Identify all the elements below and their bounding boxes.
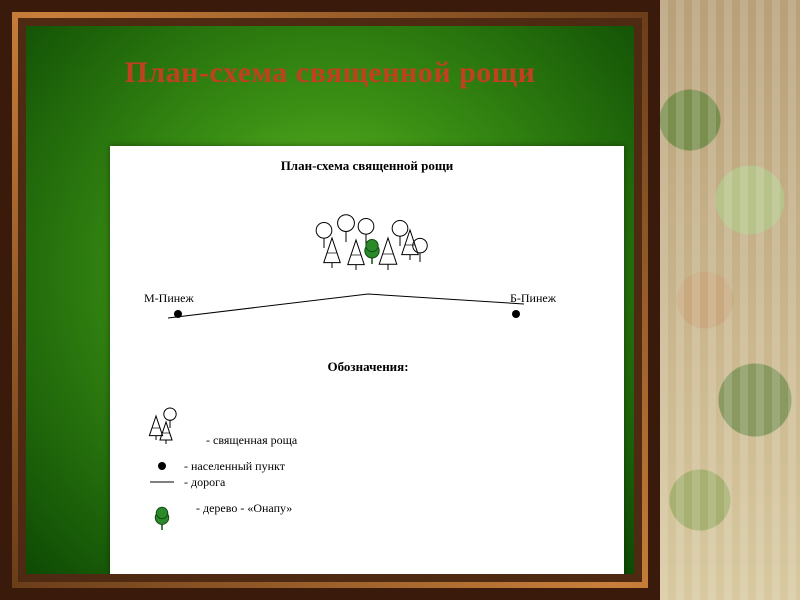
settlement-label: Б-Пинеж bbox=[510, 291, 557, 305]
legend-item: - священная роща bbox=[149, 408, 297, 447]
legend-item: - населенный пункт bbox=[158, 459, 286, 473]
settlement-label: М-Пинеж bbox=[144, 291, 195, 305]
legend-label: - дерево - «Онапу» bbox=[196, 501, 292, 515]
slide-outer-frame: План-схема священной рощи План-схема свя… bbox=[0, 0, 660, 600]
diagram-box: План-схема священной рощи М-Пинеж Б-Пинеж О… bbox=[110, 146, 624, 574]
settlement-marker bbox=[174, 310, 182, 318]
slide-title: План-схема священной рощи bbox=[26, 56, 634, 90]
decorative-right-strip bbox=[660, 0, 800, 600]
stage: План-схема священной рощи План-схема свя… bbox=[0, 0, 800, 600]
road-line bbox=[168, 294, 524, 318]
settlement-marker bbox=[512, 310, 520, 318]
legend-item: - дерево - «Онапу» bbox=[155, 501, 292, 530]
legend-label: - дорога bbox=[184, 475, 226, 489]
legend-item: - дорога bbox=[150, 475, 226, 489]
diagram-title: План-схема священной рощи bbox=[281, 158, 454, 173]
legend-label: - священная роща bbox=[206, 433, 298, 447]
slide-green-panel: План-схема священной рощи План-схема свя… bbox=[26, 26, 634, 574]
grove-cluster bbox=[316, 215, 427, 270]
legend-label: - населенный пункт bbox=[184, 459, 286, 473]
legend-heading: Обозначения: bbox=[327, 359, 408, 374]
diagram-svg: План-схема священной рощи М-Пинеж Б-Пинеж О… bbox=[110, 146, 624, 574]
slide-wood-frame: План-схема священной рощи План-схема свя… bbox=[12, 12, 648, 588]
